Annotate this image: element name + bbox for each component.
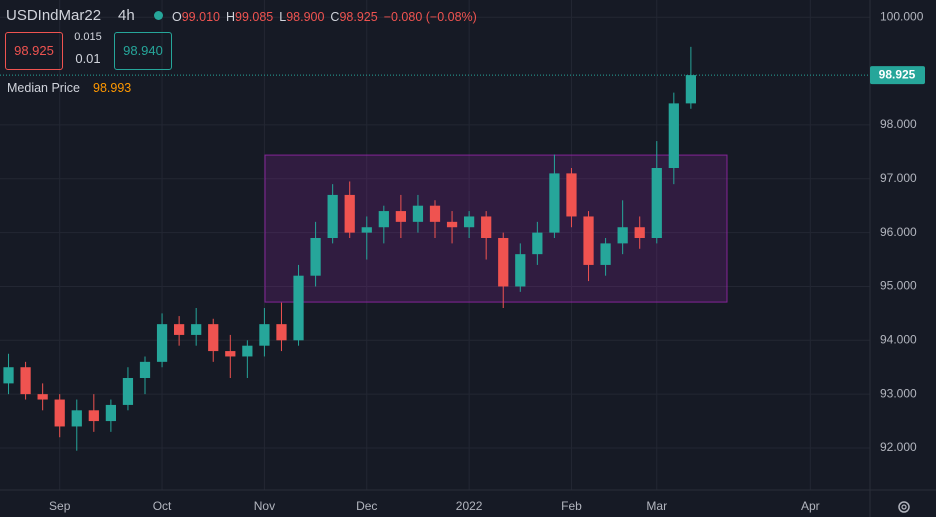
candle-body <box>429 205 441 222</box>
candle-body <box>634 227 645 238</box>
gear <box>898 501 910 513</box>
candle-body <box>668 103 679 168</box>
spread: 0.015 <box>74 31 102 43</box>
change: −0.080 (−0.08%) <box>383 10 477 24</box>
candle-body <box>71 410 82 427</box>
candle-body <box>481 216 492 238</box>
interval[interactable]: 4h <box>118 7 135 24</box>
symbol[interactable]: USDIndMar22 <box>6 7 102 24</box>
candle-body <box>174 324 185 335</box>
ohlc-value: 99.010 <box>181 10 220 24</box>
candle-body <box>156 324 168 362</box>
x-tick-label: Dec <box>356 499 377 513</box>
market-status <box>154 11 163 20</box>
x-tick-label: Oct <box>153 499 172 513</box>
y-tick-label: 95.000 <box>880 279 917 293</box>
y-tick-label: 93.000 <box>880 386 917 400</box>
candle-body <box>191 324 202 335</box>
candle-body <box>20 367 31 395</box>
ohlc-key: C <box>330 10 340 24</box>
range-box <box>264 154 728 303</box>
candle-body <box>259 324 270 346</box>
y-tick-label: 97.000 <box>880 171 917 185</box>
candle-body <box>600 243 611 265</box>
candle-body <box>378 211 389 228</box>
ohlc-value: 98.925 <box>339 10 378 24</box>
candle-body <box>327 194 338 238</box>
quantity[interactable]: 0.01 <box>75 51 101 66</box>
ohlc-legend: O99.010 H99.085 L98.900 C98.925 −0.080 (−0.0… <box>172 10 477 24</box>
y-tick-label: 100.000 <box>880 9 924 23</box>
ohlc-key: L <box>279 10 287 24</box>
candle-body <box>122 378 134 405</box>
candle-body <box>105 404 116 422</box>
candle-body <box>446 221 458 228</box>
ohlc-value: 99.085 <box>235 10 274 24</box>
candle-body <box>412 205 424 222</box>
y-tick-label: 92.000 <box>880 440 917 454</box>
candle-body <box>54 399 65 427</box>
y-tick-label: 96.000 <box>880 225 917 239</box>
ohlc-key: O <box>172 10 182 24</box>
last-price-tag <box>870 66 925 85</box>
last-price-label: 98.925 <box>879 67 916 81</box>
candle-body <box>549 173 560 233</box>
candle-body <box>361 227 372 233</box>
candle-body <box>583 216 594 265</box>
x-tick-label: Apr <box>801 499 820 513</box>
candle-body <box>651 168 662 238</box>
x-tick-label: Mar <box>646 499 667 513</box>
candle-body <box>344 194 355 233</box>
candle-body <box>37 394 48 400</box>
candle-body <box>566 173 577 217</box>
candle-body <box>293 275 304 341</box>
candle-body <box>685 75 696 104</box>
x-tick-label: 2022 <box>456 499 483 513</box>
settings-icon[interactable] <box>898 501 910 513</box>
sell-button[interactable]: 98.925 <box>5 32 63 70</box>
indicator-value: 98.993 <box>93 81 132 95</box>
y-tick-label: 98.000 <box>880 117 917 131</box>
candle-body <box>3 367 14 384</box>
ohlc-value: 98.900 <box>286 10 325 24</box>
candle-body <box>532 232 543 255</box>
candle-body <box>139 361 151 378</box>
candle-body <box>88 410 99 422</box>
candle-body <box>395 211 406 222</box>
x-tick-label: Sep <box>49 499 71 513</box>
ohlc-key: H <box>225 10 235 24</box>
candle-body <box>464 216 475 228</box>
y-tick-label: 94.000 <box>880 332 917 346</box>
candle-body <box>515 254 526 287</box>
candle-body <box>208 324 219 352</box>
x-tick-label: Nov <box>254 499 275 513</box>
buy-button[interactable]: 98.940 <box>114 32 172 70</box>
candle-body <box>617 227 628 244</box>
candle-body <box>276 324 287 341</box>
candle-body <box>242 345 253 357</box>
indicator-name[interactable]: Median Price <box>7 81 80 95</box>
candle-body <box>225 351 236 357</box>
candle-body <box>498 238 509 287</box>
candle-body <box>310 238 321 276</box>
gear-hub <box>901 504 907 510</box>
x-tick-label: Feb <box>561 499 582 513</box>
